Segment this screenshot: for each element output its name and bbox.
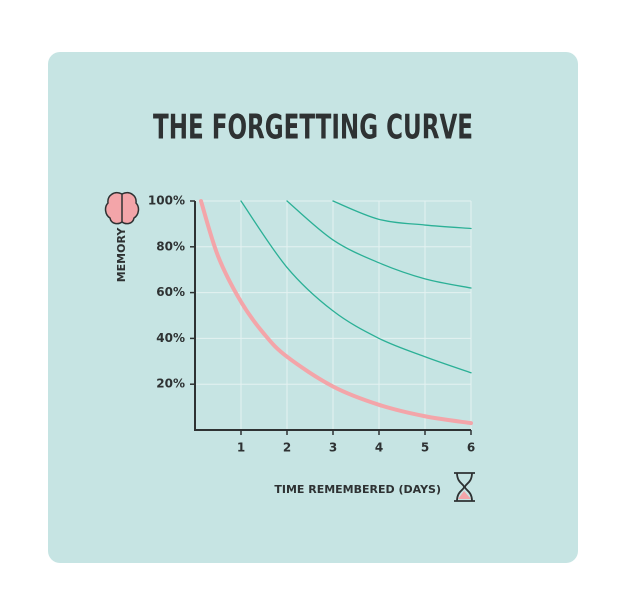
x-tick-label: 4	[375, 441, 383, 455]
x-tick-label: 5	[421, 441, 429, 455]
x-tick-label: 3	[329, 441, 337, 455]
x-axis-label: TIME REMEMBERED (DAYS)	[274, 483, 441, 496]
card	[48, 52, 578, 563]
y-tick-label: 60%	[156, 285, 185, 299]
x-tick-label: 1	[237, 441, 245, 455]
y-tick-label: 80%	[156, 239, 185, 253]
plot: 1 2 3 4 5 6 20% 40% 60% 80% 100%	[148, 194, 475, 455]
line	[240, 200, 472, 374]
y-tick-label: 40%	[156, 331, 185, 345]
x-tick-label: 6	[467, 441, 475, 455]
chart-title: THE FORGETTING CURVE	[153, 108, 473, 148]
line	[286, 200, 472, 289]
hourglass-icon	[454, 472, 475, 502]
x-tick-label: 2	[283, 441, 291, 455]
line	[332, 200, 472, 230]
y-tick-label: 100%	[148, 194, 185, 208]
brain-icon	[104, 191, 140, 225]
y-axis-label: MEMORY	[115, 227, 128, 283]
axis	[194, 201, 471, 431]
line	[198, 199, 473, 426]
y-tick-label: 20%	[156, 377, 185, 391]
